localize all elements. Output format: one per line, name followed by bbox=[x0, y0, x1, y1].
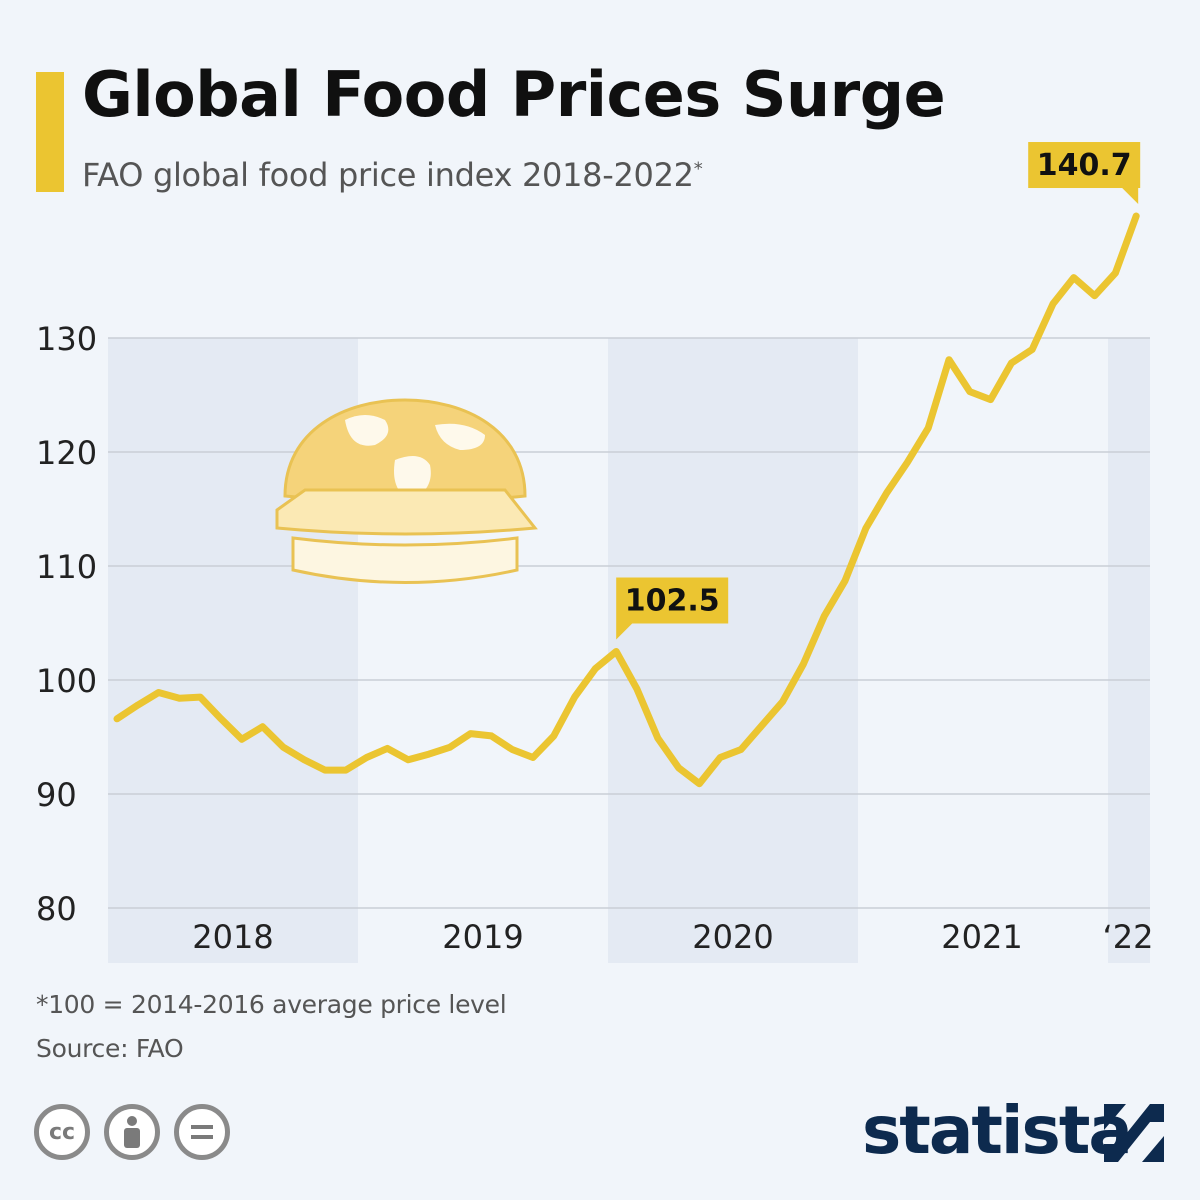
brand-wordmark[interactable]: statista bbox=[862, 1092, 1133, 1169]
y-axis-ticks: 80 90 100 110 120 130 bbox=[36, 320, 97, 928]
burger-globe-icon bbox=[275, 398, 538, 584]
x-tick-label: 2020 bbox=[692, 918, 773, 956]
annotations: 102.5 140.7 bbox=[616, 142, 1141, 640]
annotation-callout: 140.7 bbox=[1028, 142, 1141, 205]
year-band bbox=[1108, 338, 1150, 963]
title-accent-bar bbox=[36, 72, 64, 192]
x-tick-label: ‘22 bbox=[1103, 918, 1154, 956]
y-tick-label: 130 bbox=[36, 320, 97, 358]
y-tick-label: 100 bbox=[36, 662, 97, 700]
x-tick-label: 2019 bbox=[442, 918, 523, 956]
x-tick-label: 2021 bbox=[941, 918, 1022, 956]
y-tick-label: 80 bbox=[36, 890, 77, 928]
annotation-label: 102.5 bbox=[625, 584, 720, 619]
x-axis-labels: 2018 2019 2020 2021 ‘22 bbox=[192, 918, 1153, 956]
annotation-callout: 102.5 bbox=[616, 577, 729, 640]
y-tick-label: 120 bbox=[36, 434, 97, 472]
statista-logo-icon[interactable] bbox=[1104, 1104, 1164, 1162]
no-derivatives-icon[interactable] bbox=[174, 1104, 230, 1160]
annotation-label: 140.7 bbox=[1037, 148, 1132, 183]
year-bands bbox=[108, 338, 1150, 963]
y-tick-label: 90 bbox=[36, 776, 77, 814]
year-band bbox=[608, 338, 858, 963]
series-line bbox=[113, 212, 1140, 788]
footnote: *100 = 2014-2016 average price level bbox=[36, 990, 507, 1019]
source-text: Source: FAO bbox=[36, 1034, 184, 1063]
x-tick-label: 2018 bbox=[192, 918, 273, 956]
license-icons: cc bbox=[34, 1104, 230, 1160]
chart-title: Global Food Prices Surge bbox=[82, 58, 946, 131]
line-chart: 80 90 100 110 120 130 2018 2019 2020 2021 ‘22 102… bbox=[36, 142, 1153, 963]
cc-icon[interactable]: cc bbox=[34, 1104, 90, 1160]
chart-subtitle: FAO global food price index 2018-2022* bbox=[82, 156, 703, 194]
attribution-icon[interactable] bbox=[104, 1104, 160, 1160]
subtitle-text: FAO global food price index 2018-2022 bbox=[82, 156, 694, 194]
subtitle-footnote-mark: * bbox=[693, 158, 703, 180]
y-tick-label: 110 bbox=[36, 548, 97, 586]
